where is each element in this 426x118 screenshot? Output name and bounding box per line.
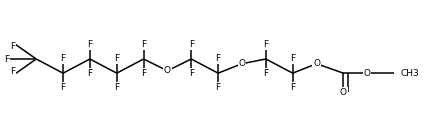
Text: F: F bbox=[290, 54, 295, 63]
Text: F: F bbox=[216, 83, 221, 92]
Text: F: F bbox=[290, 83, 295, 92]
Text: F: F bbox=[4, 55, 9, 63]
Text: F: F bbox=[60, 54, 66, 63]
Text: CH3: CH3 bbox=[400, 69, 419, 78]
Text: F: F bbox=[189, 40, 194, 49]
Text: F: F bbox=[60, 83, 66, 92]
Text: O: O bbox=[364, 69, 371, 78]
Text: F: F bbox=[87, 40, 92, 49]
Text: F: F bbox=[263, 69, 268, 78]
Text: F: F bbox=[87, 69, 92, 78]
Text: F: F bbox=[10, 42, 15, 51]
Text: O: O bbox=[164, 66, 171, 75]
Text: F: F bbox=[114, 54, 119, 63]
Text: O: O bbox=[340, 88, 347, 97]
Text: F: F bbox=[189, 69, 194, 78]
Text: F: F bbox=[141, 69, 146, 78]
Text: O: O bbox=[239, 59, 245, 68]
Text: O: O bbox=[313, 59, 320, 68]
Text: F: F bbox=[263, 40, 268, 49]
Text: F: F bbox=[10, 67, 15, 76]
Text: F: F bbox=[114, 83, 119, 92]
Text: F: F bbox=[141, 40, 146, 49]
Text: F: F bbox=[216, 54, 221, 63]
